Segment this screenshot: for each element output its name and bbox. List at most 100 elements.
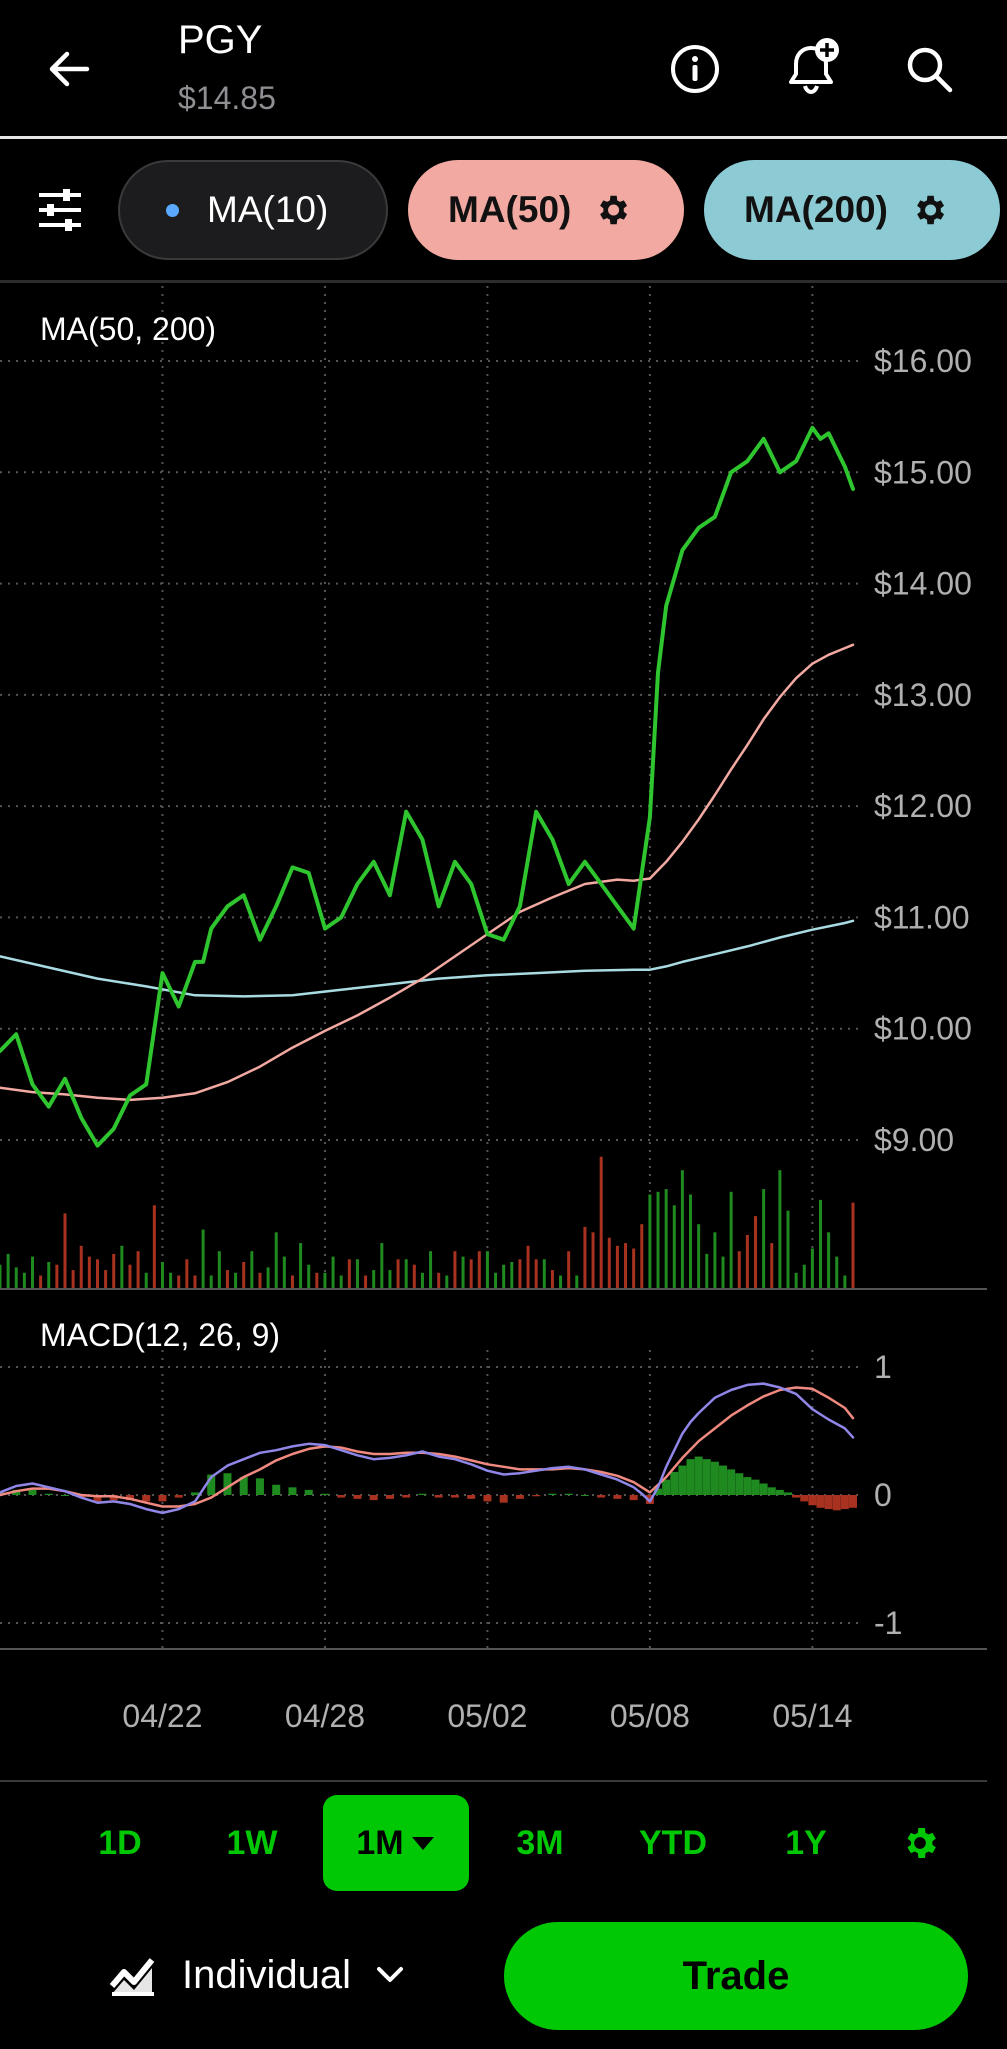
volume-bar — [63, 1213, 67, 1289]
volume-bar — [71, 1270, 75, 1289]
volume-bar — [469, 1259, 473, 1289]
volume-bar — [583, 1226, 587, 1289]
volume-bar — [445, 1275, 449, 1289]
volume-bar — [55, 1264, 59, 1289]
range-1d[interactable]: 1D — [98, 1823, 142, 1862]
volume-bar — [534, 1259, 538, 1289]
back-button[interactable] — [38, 38, 100, 100]
bell-plus-icon — [789, 38, 839, 95]
volume-bar — [680, 1170, 684, 1289]
macd-histogram-bar — [784, 1492, 793, 1495]
indicator-chip-ma50[interactable]: MA(50) — [408, 160, 684, 260]
volume-bar — [502, 1264, 506, 1289]
macd-histogram-bar — [28, 1489, 37, 1495]
macd-histogram-bar — [767, 1487, 776, 1495]
y-tick-label: $14.00 — [874, 566, 972, 602]
y-tick-label: $10.00 — [874, 1011, 972, 1047]
volume-bar — [169, 1272, 173, 1289]
range-1m[interactable]: 1M — [323, 1795, 469, 1891]
gear-icon — [907, 1828, 936, 1858]
gear-icon[interactable] — [593, 191, 631, 229]
volume-bar — [87, 1256, 91, 1289]
volume-bar — [689, 1194, 693, 1289]
macd-histogram-bar — [849, 1495, 857, 1508]
volume-bar — [136, 1251, 140, 1289]
volume-bar — [550, 1270, 554, 1289]
volume-bar — [234, 1272, 238, 1289]
range-1w[interactable]: 1W — [226, 1823, 278, 1862]
macd-histogram-bar — [710, 1461, 719, 1495]
volume-bar — [672, 1205, 676, 1289]
price-chart[interactable]: 04/22 04/28 05/02 05/08 05/14 $16.00 $15.00 $14… — [0, 282, 1007, 1782]
macd-histogram-bar — [580, 1495, 589, 1496]
volume-bar — [754, 1216, 758, 1289]
volume-bar — [494, 1272, 498, 1289]
volume-bar — [364, 1275, 368, 1289]
gear-icon[interactable] — [910, 191, 948, 229]
y-tick-label: $9.00 — [874, 1122, 954, 1158]
macd-histogram-bar — [678, 1465, 687, 1495]
macd-histogram-bar — [255, 1478, 264, 1495]
x-tick-label: 04/22 — [122, 1698, 202, 1734]
volume-bar — [388, 1270, 392, 1289]
volume-bar — [762, 1189, 766, 1289]
volume-bar — [347, 1259, 351, 1289]
macd-histogram-bar — [369, 1495, 378, 1501]
macd-histogram-bar — [337, 1495, 346, 1498]
volume-bar — [396, 1259, 400, 1289]
add-alert-button[interactable] — [780, 34, 846, 100]
volume-bar — [355, 1259, 359, 1289]
trade-button[interactable]: Trade — [504, 1922, 968, 2030]
indicator-chip-ma200[interactable]: MA(200) — [704, 160, 1000, 260]
volume-bar — [299, 1243, 303, 1289]
macd-histogram-bar — [800, 1495, 809, 1502]
caret-down-icon — [411, 1837, 434, 1850]
volume-bar — [737, 1251, 741, 1289]
volume-bar — [567, 1251, 571, 1289]
macd-histogram-bar — [434, 1495, 443, 1498]
volume-bar — [778, 1170, 782, 1289]
info-button[interactable] — [664, 38, 726, 100]
volume-bar — [185, 1259, 189, 1289]
indicator-settings-button[interactable] — [30, 180, 90, 240]
macd-histogram-bar — [483, 1495, 492, 1502]
volume-bar — [323, 1272, 327, 1289]
volume-bar — [656, 1191, 660, 1289]
volume-bar — [201, 1229, 205, 1289]
macd-histogram-bar — [840, 1495, 849, 1510]
ma200-line — [0, 919, 855, 998]
volume-bar — [380, 1243, 384, 1289]
range-1y[interactable]: 1Y — [785, 1823, 827, 1862]
range-ytd[interactable]: YTD — [639, 1823, 707, 1862]
macd-histogram-bar — [304, 1489, 313, 1495]
chart-settings-button[interactable] — [890, 1795, 950, 1891]
account-selector[interactable]: Individual — [108, 1940, 407, 2010]
macd-histogram-bar — [694, 1456, 703, 1495]
range-1m-label: 1M — [356, 1823, 404, 1862]
macd-histogram-bar — [824, 1495, 833, 1510]
y-tick-label: $15.00 — [874, 454, 972, 490]
macd-histogram-bar — [174, 1495, 183, 1498]
volume-bar — [477, 1251, 481, 1289]
volume-bar — [331, 1256, 335, 1289]
indicator-chip-ma10[interactable]: MA(10) — [118, 160, 388, 260]
range-3m[interactable]: 3M — [516, 1823, 564, 1862]
volume-bar — [193, 1275, 197, 1289]
volume-bar — [0, 1264, 2, 1289]
macd-histogram-bar — [564, 1493, 573, 1495]
volume-bar — [770, 1243, 774, 1289]
volume-bar — [177, 1275, 181, 1289]
volume-bar — [250, 1251, 254, 1289]
volume-bar — [819, 1199, 823, 1289]
volume-bar — [615, 1245, 619, 1289]
volume-bar — [794, 1272, 798, 1289]
macd-histogram-bar — [686, 1459, 695, 1495]
volume-bar — [518, 1259, 522, 1289]
search-button[interactable] — [898, 38, 960, 100]
volume-bar — [664, 1189, 668, 1289]
ma10-dot — [166, 203, 179, 217]
volume-bar — [599, 1156, 603, 1289]
volume-bar — [209, 1275, 213, 1289]
x-tick-label: 04/28 — [285, 1698, 365, 1734]
chart-line-icon — [109, 1958, 155, 1996]
